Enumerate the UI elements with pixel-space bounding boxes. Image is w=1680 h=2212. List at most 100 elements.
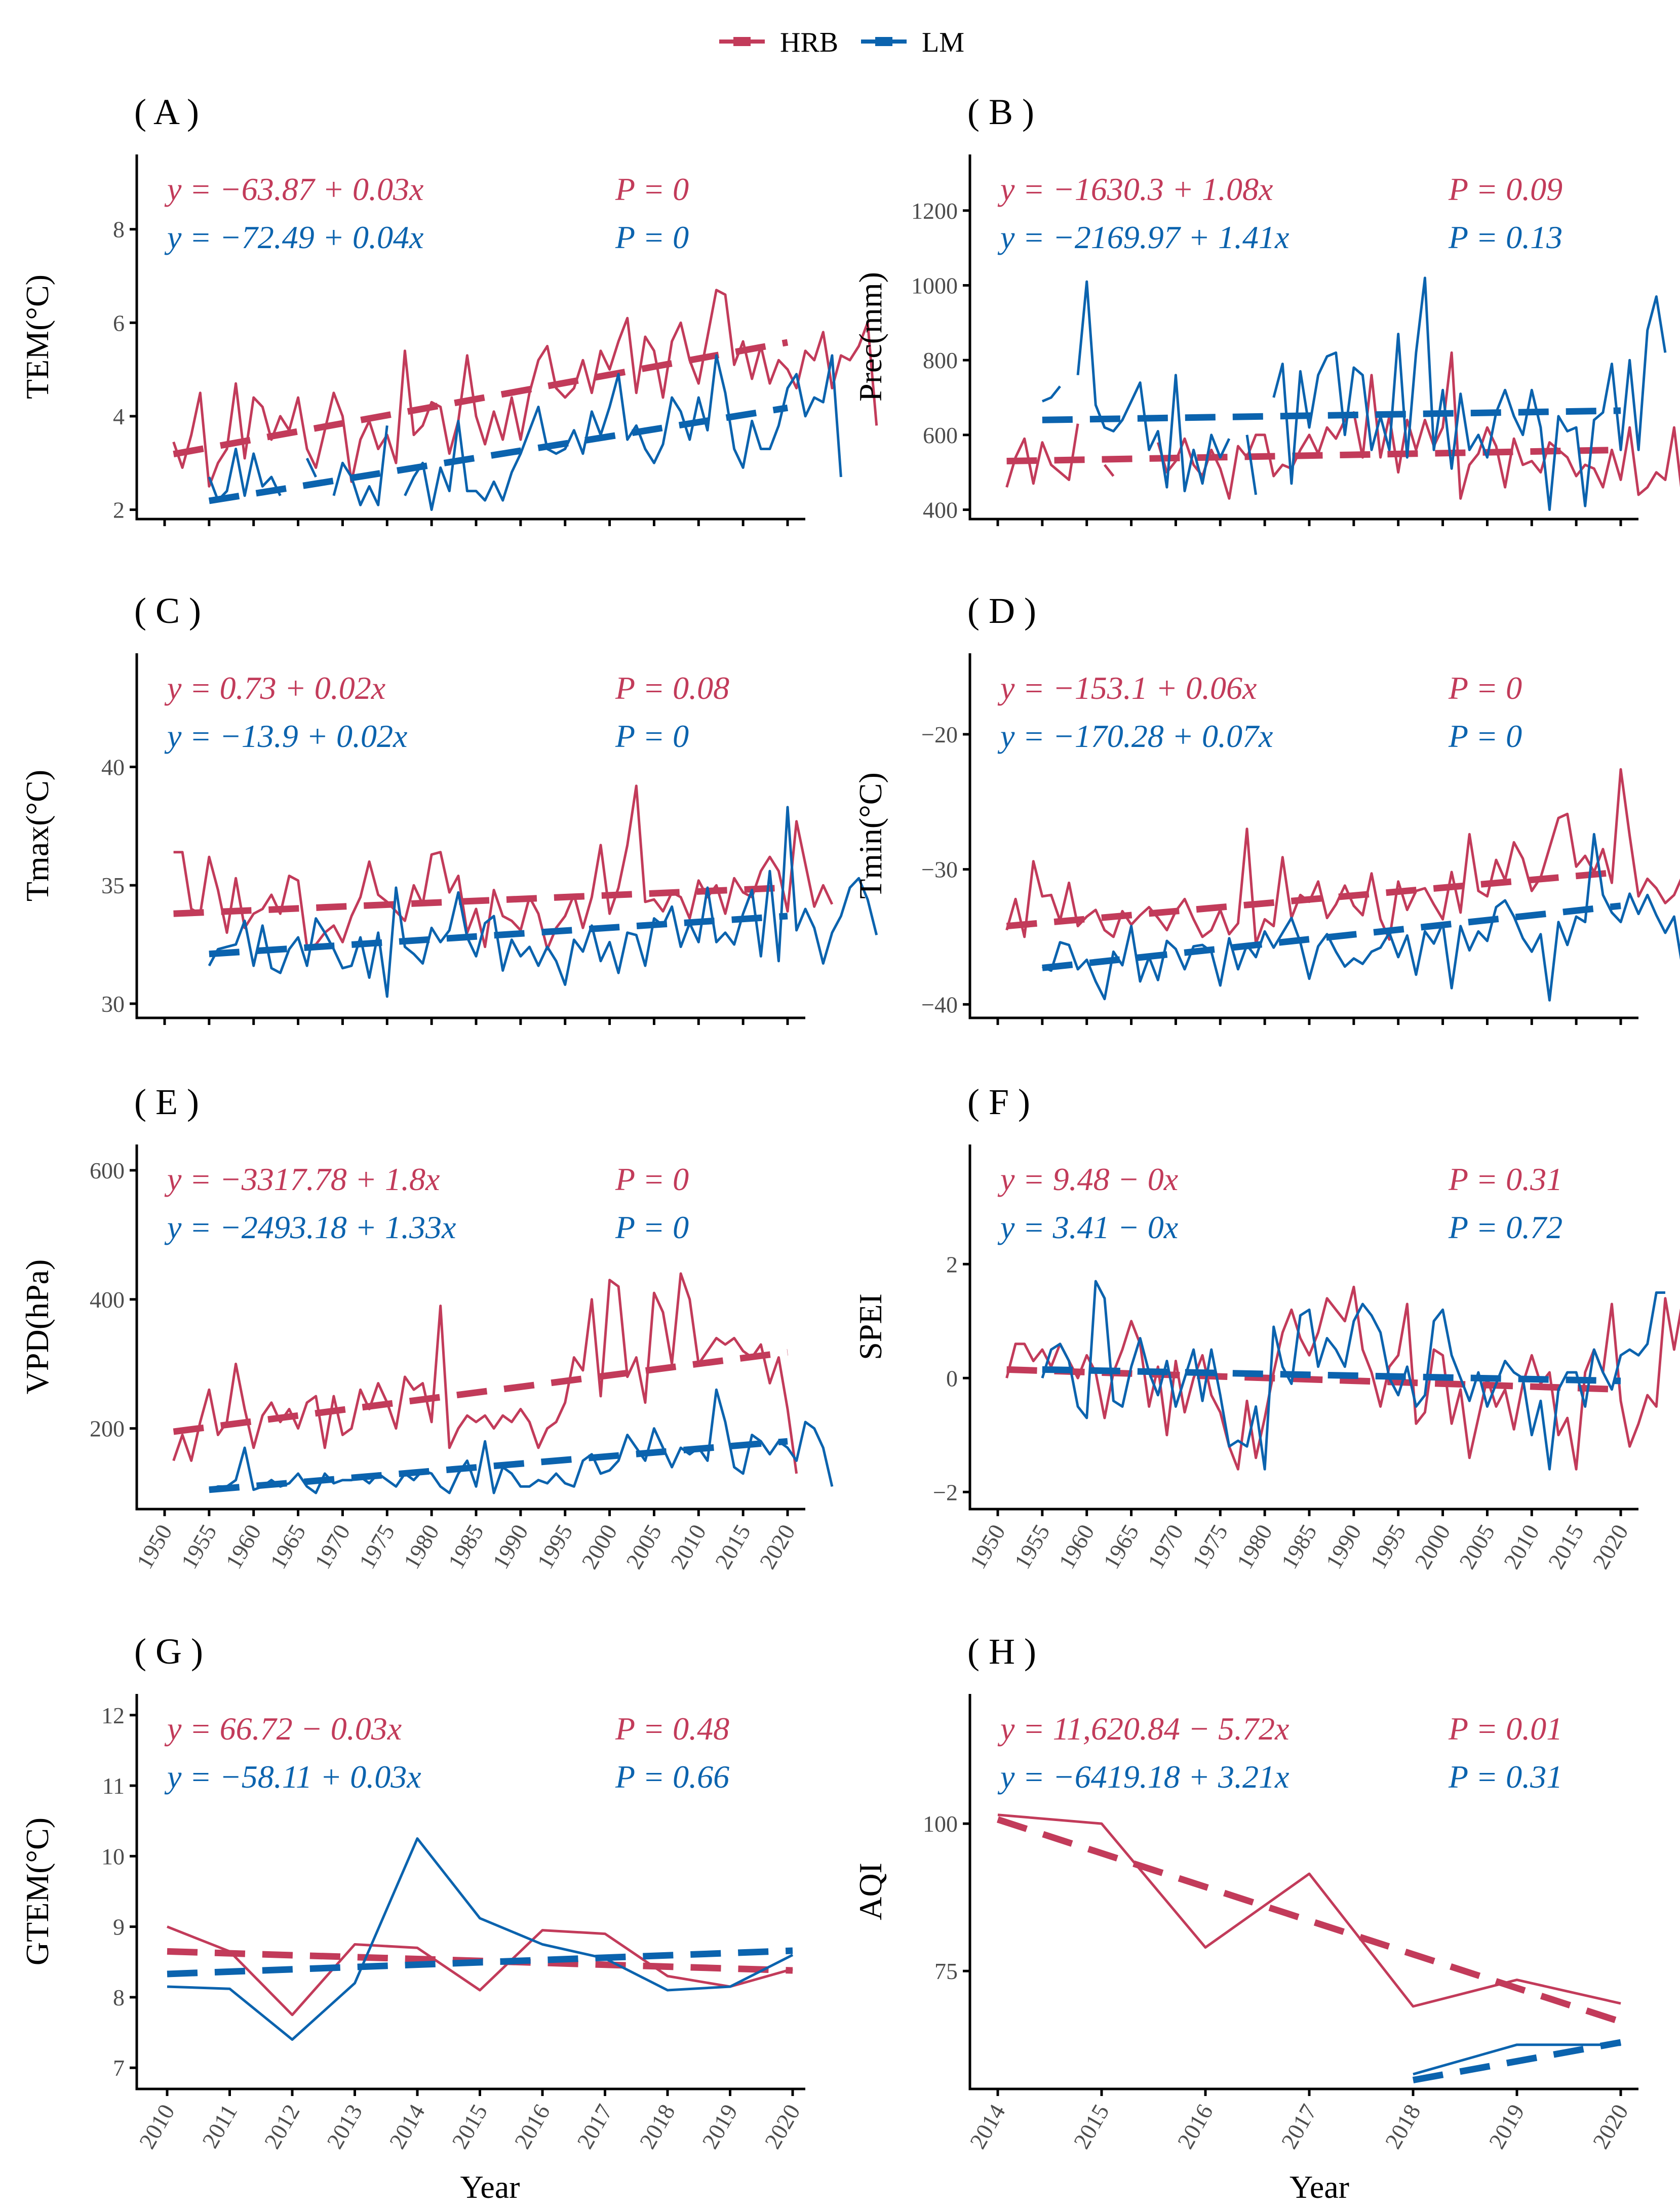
series-line-lm (1041, 833, 1680, 1002)
panel-h: ( H ) 75 100 2014 2015 2016 2017 2018 2019 2020 AQ… (852, 1631, 1638, 2205)
y-tick-label: 40 (101, 754, 125, 780)
equation-hrb: y = 66.72 − 0.03x (164, 1711, 402, 1747)
series-line-lm (332, 425, 388, 506)
trend-line-lm (1042, 1366, 1621, 1385)
x-tick-label: 2012 (259, 2100, 304, 2153)
equation-lm: y = −170.28 + 0.07x (997, 718, 1273, 754)
panel-label: ( A ) (134, 92, 199, 132)
x-tick-label: 1980 (399, 1520, 444, 1573)
panel-e: ( E )20040060019501955196019651970197519… (19, 1082, 834, 1573)
trend-line-hrb (996, 1816, 1622, 2025)
trend-line-hrb (173, 884, 788, 917)
x-tick-label: 2014 (384, 2100, 429, 2153)
x-tick-label: 1965 (265, 1520, 310, 1573)
x-tick-label: 2015 (447, 2100, 492, 2153)
panel-f: ( F ) −2 0 2 1950195519601965197019751980198… (852, 1082, 1680, 1573)
y-axis-label: Tmax(°C) (19, 770, 55, 901)
x-tick-label: 2000 (1410, 1520, 1455, 1573)
x-tick-label: 2005 (1454, 1520, 1500, 1573)
y-tick-label: −30 (921, 857, 958, 883)
y-axis-label: AQI (852, 1863, 888, 1920)
p-value-hrb: P = 0 (1448, 670, 1522, 706)
trend-line-lm (209, 1438, 788, 1493)
series-line-lm (1041, 1280, 1665, 1471)
panel-label: ( G ) (134, 1631, 203, 1672)
trend-line-lm (209, 913, 788, 958)
x-tick-label: 1955 (1009, 1520, 1054, 1573)
series-line-lm (1413, 2043, 1621, 2076)
x-tick-label: 2015 (1068, 2100, 1114, 2153)
x-tick-label: 2016 (509, 2100, 555, 2153)
panel-c: ( C ) 30 35 40 Tmax(°C) y = 0.73 + 0.02x P = 0… (19, 590, 878, 1025)
p-value-lm: P = 0.66 (615, 1759, 729, 1795)
x-tick-label: 1950 (964, 1520, 1010, 1573)
y-tick-label: 400 (923, 497, 958, 523)
x-tick-label: 2019 (697, 2100, 743, 2153)
series-line-hrb (1005, 1285, 1680, 1471)
equation-hrb: y = −3317.78 + 1.8x (164, 1161, 440, 1197)
series-line-hrb (172, 289, 878, 488)
series-line-lm (209, 1388, 834, 1494)
series-line-hrb (997, 1813, 1621, 2008)
y-axis-label: GTEM(°C) (19, 1818, 55, 1965)
axis-lines (968, 154, 1638, 521)
axis-lines (135, 1694, 805, 2090)
trend-line-lm (1412, 2039, 1622, 2083)
p-value-lm: P = 0.13 (1448, 219, 1562, 255)
x-tick-label: 2019 (1483, 2100, 1529, 2153)
x-tick-label: 2020 (754, 1520, 800, 1573)
series-line-hrb (1156, 351, 1680, 500)
x-tick-label: 2000 (576, 1520, 622, 1573)
y-tick-label: 12 (101, 1703, 125, 1728)
x-tick-label: 1960 (220, 1520, 266, 1573)
axis-lines (968, 1694, 1638, 2090)
series-line-lm (1076, 280, 1231, 493)
y-tick-label: −40 (921, 992, 958, 1017)
series-line-hrb (173, 784, 834, 951)
equation-lm: y = 3.41 − 0x (997, 1209, 1178, 1245)
series-line-lm (1041, 385, 1061, 403)
y-tick-label: 30 (101, 991, 125, 1017)
x-tick-label: 2017 (1276, 2100, 1321, 2153)
axis-lines (968, 1144, 1638, 1511)
panel-label: ( H ) (967, 1631, 1036, 1672)
x-tick-label: 1970 (1143, 1520, 1188, 1573)
panel-label: ( F ) (967, 1082, 1030, 1122)
y-tick-label: 1000 (911, 272, 958, 298)
y-tick-label: 600 (90, 1158, 125, 1183)
x-tick-label: 1975 (354, 1520, 400, 1573)
y-tick-label: 11 (102, 1773, 125, 1799)
trend-line-hrb (1006, 868, 1621, 930)
y-tick-label: −20 (921, 722, 958, 747)
trend-line-lm (208, 404, 789, 504)
legend-label-hrb: HRB (780, 27, 838, 58)
panel-label: ( D ) (967, 590, 1036, 631)
x-tick-label: 2016 (1172, 2100, 1218, 2153)
panel-g: ( G ) 7 8 9 10 11 12 2010 2011 2012 2013 2014 2015 20… (19, 1631, 805, 2205)
y-tick-label: 4 (113, 404, 125, 429)
equation-lm: y = −6419.18 + 3.21x (997, 1759, 1289, 1795)
p-value-lm: P = 0 (615, 718, 689, 754)
equation-lm: y = −58.11 + 0.03x (164, 1759, 421, 1795)
y-axis-label: SPEI (852, 1293, 888, 1360)
equation-hrb: y = 9.48 − 0x (997, 1161, 1178, 1197)
equation-hrb: y = 0.73 + 0.02x (164, 670, 385, 706)
x-tick-label: 1985 (443, 1520, 488, 1573)
equation-hrb: y = −153.1 + 0.06x (997, 670, 1257, 706)
y-axis-label: Tmin(°C) (852, 772, 888, 899)
y-tick-label: 2 (113, 497, 125, 523)
y-tick-label: 200 (90, 1416, 125, 1442)
equation-hrb: y = −63.87 + 0.03x (164, 171, 423, 207)
axis-lines (968, 653, 1638, 1019)
x-tick-label: 2015 (1543, 1520, 1589, 1573)
x-tick-label: 2015 (710, 1520, 756, 1573)
legend: HRB LM (719, 27, 964, 58)
legend-key-lm (875, 37, 892, 46)
x-axis-label: Year (460, 2169, 520, 2205)
trend-line-lm (1042, 407, 1621, 423)
x-tick-label: 2020 (1587, 1520, 1633, 1573)
panel-b: ( B ) 400 600 800 1000 1200 Prec(mm) y = −1630.… (852, 92, 1680, 526)
x-tick-label: 1995 (532, 1520, 577, 1573)
panel-a: ( A ) 2 4 6 8 TEM(°C) y = −63.87 + 0.03x P = 0 y… (19, 92, 878, 526)
y-tick-label: 10 (101, 1843, 125, 1869)
